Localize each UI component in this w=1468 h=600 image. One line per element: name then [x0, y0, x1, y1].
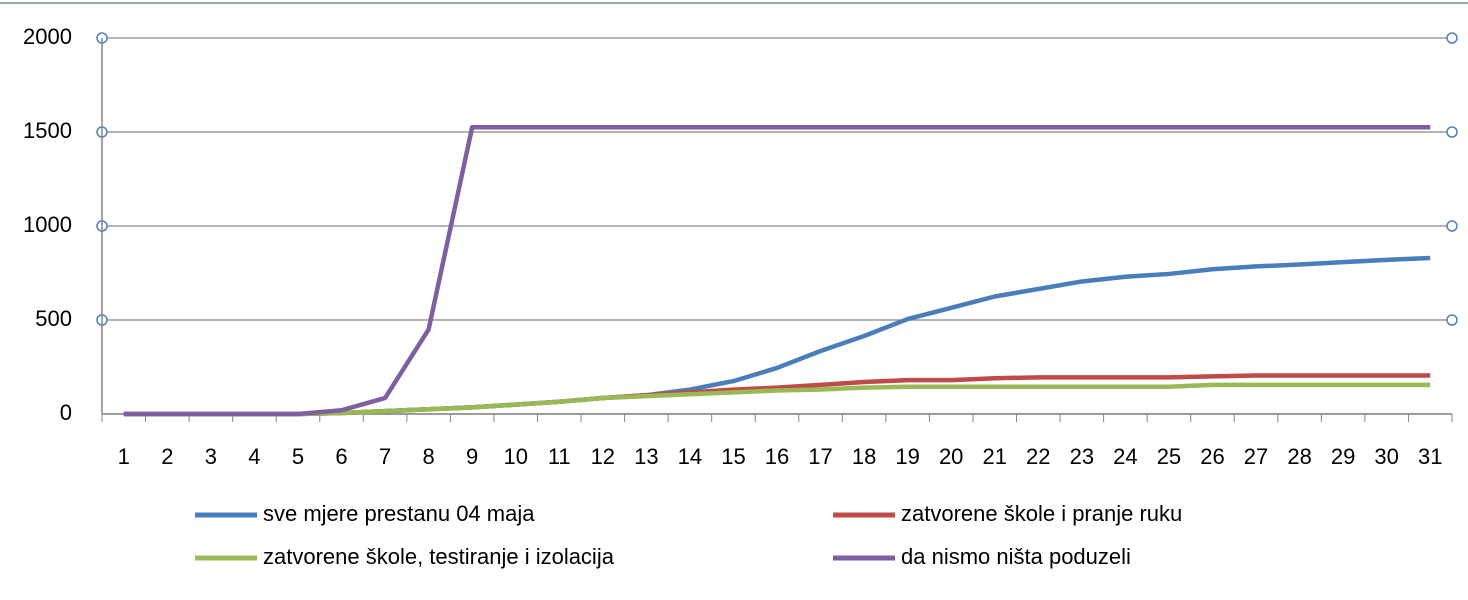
x-tick-label: 13 [634, 444, 658, 469]
y-tick-label: 1500 [23, 118, 72, 143]
x-tick-label: 9 [466, 444, 478, 469]
x-tick-label: 20 [939, 444, 963, 469]
x-tick-label: 29 [1331, 444, 1355, 469]
axis-marker [1446, 220, 1458, 232]
x-tick-label: 4 [248, 444, 260, 469]
y-tick-label: 500 [35, 306, 72, 331]
series-line [123, 373, 1431, 417]
x-tick-label: 31 [1418, 444, 1442, 469]
x-tick-label: 24 [1113, 444, 1137, 469]
axis-marker [1446, 314, 1458, 326]
y-tick-label: 0 [60, 400, 72, 425]
x-tick-label: 19 [895, 444, 919, 469]
x-tick-label: 14 [678, 444, 702, 469]
x-tick-label: 28 [1287, 444, 1311, 469]
x-tick-label: 12 [591, 444, 615, 469]
x-tick-label: 1 [118, 444, 130, 469]
x-tick-label: 11 [548, 444, 571, 469]
y-tick-label: 2000 [23, 24, 72, 49]
series-line [123, 382, 1431, 417]
x-tick-label: 18 [852, 444, 876, 469]
x-tick-label: 5 [292, 444, 304, 469]
x-tick-label: 21 [982, 444, 1006, 469]
legend-label: da nismo ništa poduzeli [901, 544, 1131, 569]
x-tick-label: 8 [422, 444, 434, 469]
x-tick-label: 25 [1157, 444, 1181, 469]
y-tick-label: 1000 [23, 212, 72, 237]
x-tick-label: 10 [503, 444, 527, 469]
x-tick-label: 7 [379, 444, 391, 469]
x-tick-label: 15 [721, 444, 745, 469]
x-tick-label: 3 [205, 444, 217, 469]
x-tick-label: 26 [1200, 444, 1224, 469]
axis-marker [1446, 126, 1458, 138]
x-tick-label: 23 [1070, 444, 1094, 469]
x-tick-label: 17 [808, 444, 832, 469]
series-line [123, 125, 1431, 417]
x-tick-label: 16 [765, 444, 789, 469]
legend-label: zatvorene škole, testiranje i izolacija [263, 544, 615, 569]
x-tick-label: 22 [1026, 444, 1050, 469]
x-tick-label: 30 [1374, 444, 1398, 469]
x-tick-label: 27 [1244, 444, 1268, 469]
x-tick-label: 6 [335, 444, 347, 469]
x-tick-label: 2 [161, 444, 173, 469]
legend-label: zatvorene škole i pranje ruku [901, 501, 1182, 526]
axis-marker [1446, 32, 1458, 44]
legend-label: sve mjere prestanu 04 maja [263, 501, 535, 526]
